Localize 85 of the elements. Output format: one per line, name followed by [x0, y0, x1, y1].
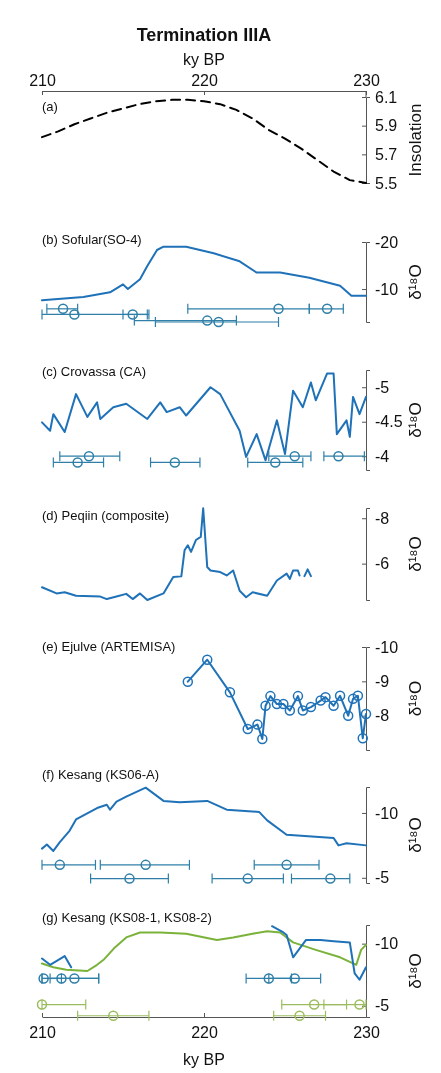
x2-axis-title: ky BP — [183, 51, 225, 68]
y-tick-label: -5 — [375, 869, 390, 887]
annotation: (d) Peqiin (composite) — [42, 508, 170, 523]
y-tick-label: -4.5 — [375, 413, 403, 431]
point — [252, 719, 263, 730]
point — [347, 693, 359, 705]
point — [278, 698, 289, 710]
point — [69, 973, 80, 984]
y-axis-title: δ¹⁸O — [406, 536, 425, 572]
point — [292, 690, 304, 702]
y-tick-label: -8 — [375, 509, 390, 527]
text: (g) Kesang (KS08-1, KS08-2) — [42, 910, 212, 925]
point — [265, 690, 276, 702]
point — [260, 700, 271, 711]
point — [334, 690, 346, 701]
y-axis-title: δ¹⁸O — [406, 680, 425, 717]
point — [352, 690, 364, 701]
x-axis-title: ky BP — [183, 1051, 225, 1068]
annotation: (c) Crovassa (CA) — [42, 364, 147, 379]
x2-tick-label: 230 — [353, 72, 380, 90]
annotation: (e) Ejulve (ARTEMISA) — [42, 639, 176, 654]
point — [321, 303, 333, 315]
point — [308, 999, 320, 1010]
point — [289, 973, 300, 984]
point — [320, 691, 331, 703]
annotation: (a) — [42, 99, 58, 114]
point — [213, 316, 224, 328]
point — [57, 303, 69, 315]
x-tick-label: 230 — [353, 1023, 380, 1041]
y-tick-label: -10 — [375, 280, 399, 298]
point — [36, 999, 48, 1010]
line-series — [41, 786, 367, 852]
point — [263, 973, 275, 984]
point — [360, 708, 372, 720]
point — [242, 723, 253, 735]
y-tick-label: -5 — [375, 997, 390, 1015]
x-tick-label: 210 — [29, 1023, 56, 1041]
y-tick-label: -6 — [375, 555, 390, 573]
y-tick-label: -5 — [375, 378, 390, 396]
point — [273, 303, 284, 315]
text: (f) Kesang (KS06-A) — [42, 767, 160, 782]
y-tick-label: 5.5 — [375, 174, 398, 192]
point — [108, 1010, 119, 1022]
point — [56, 973, 67, 984]
y-tick-label: 5.9 — [375, 117, 398, 135]
y-tick-label: -20 — [375, 233, 399, 251]
x2-tick-label: 210 — [29, 72, 56, 90]
chart-title: Termination IIIA — [136, 25, 272, 45]
y-axis-title: δ¹⁸O — [406, 817, 425, 853]
point — [127, 309, 138, 320]
y-tick-label: -10 — [375, 804, 399, 822]
y-tick-label: 6.1 — [375, 88, 398, 106]
point — [201, 315, 213, 326]
line-series — [41, 98, 367, 184]
point — [342, 710, 354, 721]
point — [305, 701, 317, 713]
line-series — [41, 245, 367, 302]
y-tick-label: -4 — [375, 447, 390, 465]
point — [224, 687, 236, 698]
y-tick-label: -8 — [375, 707, 390, 725]
y-axis-title: Insolation — [406, 103, 425, 177]
y-tick-label: -10 — [375, 638, 399, 656]
point — [182, 676, 194, 687]
point — [284, 705, 296, 716]
y-tick-label: 5.7 — [375, 145, 398, 163]
y-axis-title: δ¹⁸O — [406, 953, 425, 989]
point — [328, 700, 339, 711]
point — [354, 999, 365, 1010]
x2-tick-label: 220 — [191, 72, 218, 90]
y-axis-title: δ¹⁸O — [406, 264, 425, 300]
point — [315, 695, 326, 706]
point — [38, 973, 49, 984]
point — [294, 1010, 305, 1022]
point — [201, 654, 213, 665]
point — [271, 698, 283, 710]
y-tick-label: -10 — [375, 935, 399, 953]
line-series — [41, 930, 367, 972]
annotation: (b) Sofular(SO-4) — [42, 232, 142, 247]
point — [297, 705, 309, 716]
x-tick-label: 220 — [191, 1023, 218, 1041]
y-axis-title: δ¹⁸O — [406, 402, 425, 438]
point — [357, 733, 369, 744]
point — [69, 309, 80, 320]
y-tick-label: -9 — [375, 672, 390, 690]
point — [257, 733, 268, 745]
